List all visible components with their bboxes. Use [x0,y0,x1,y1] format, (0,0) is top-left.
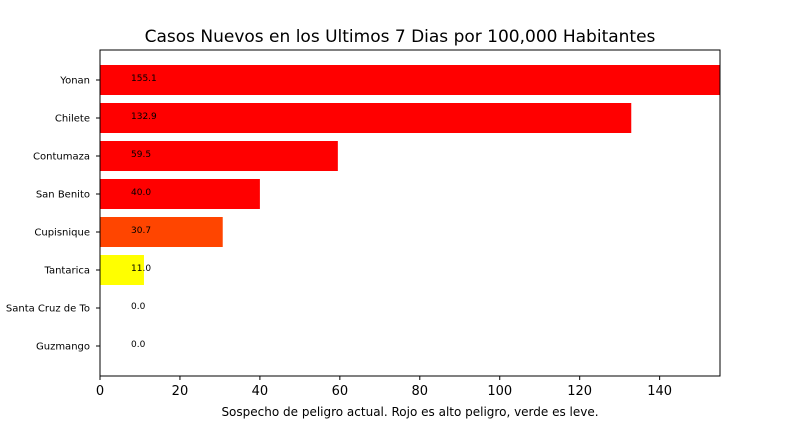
x-tick-label: 60 [332,384,349,399]
y-tick-label: Cupisnique [34,228,90,239]
data-label: 155.1 [131,74,157,84]
y-tick-label: Yonan [59,76,90,87]
chart-title: Casos Nuevos en los Ultimos 7 Dias por 1… [145,27,656,47]
x-axis-label: Sospecho de peligro actual. Rojo es alto… [221,405,598,419]
bar-chilete [100,103,632,133]
bar-cupisnique [100,217,223,247]
bar-san-benito [100,179,260,209]
x-tick-label: 100 [487,384,512,399]
y-tick-label: Guzmango [36,342,90,353]
x-tick-label: 140 [647,384,672,399]
y-tick-label: Chilete [55,114,90,125]
data-label: 0.0 [131,340,146,350]
data-label: 0.0 [131,302,146,312]
bar-yonan [100,65,720,95]
x-tick-label: 40 [252,384,269,399]
data-label: 132.9 [131,112,157,122]
y-tick-label: Santa Cruz de To [6,304,90,315]
data-label: 40.0 [131,188,151,198]
bars-group [100,65,720,285]
y-axis: Yonan Chilete Contumaza San Benito Cupisniqu… [6,76,100,353]
bar-contumaza [100,141,338,171]
data-label: 59.5 [131,150,151,160]
x-tick-label: 20 [172,384,189,399]
x-axis: 0 20 40 60 80 100 120 140 [96,376,672,399]
data-label: 11.0 [131,264,151,274]
x-tick-label: 120 [567,384,592,399]
y-tick-label: Tantarica [44,266,90,277]
plot-frame [99,49,721,377]
data-label: 30.7 [131,226,151,236]
y-tick-label: Contumaza [33,152,90,163]
data-labels: 155.1 132.9 59.5 40.0 30.7 11.0 0.0 0.0 [131,74,157,350]
y-tick-label: San Benito [36,190,90,201]
x-tick-label: 0 [96,384,104,399]
x-tick-label: 80 [412,384,429,399]
bar-tantarica [100,255,144,285]
